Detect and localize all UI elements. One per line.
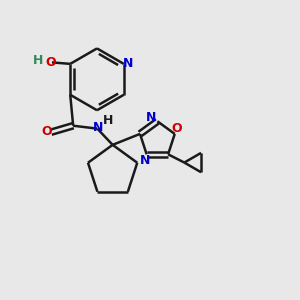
Text: O: O (172, 122, 182, 135)
Text: N: N (140, 154, 151, 167)
Text: N: N (93, 121, 104, 134)
Text: H: H (33, 54, 43, 68)
Text: O: O (42, 125, 52, 138)
Text: N: N (146, 111, 157, 124)
Text: O: O (45, 56, 56, 69)
Text: N: N (123, 57, 133, 70)
Text: H: H (103, 114, 114, 127)
